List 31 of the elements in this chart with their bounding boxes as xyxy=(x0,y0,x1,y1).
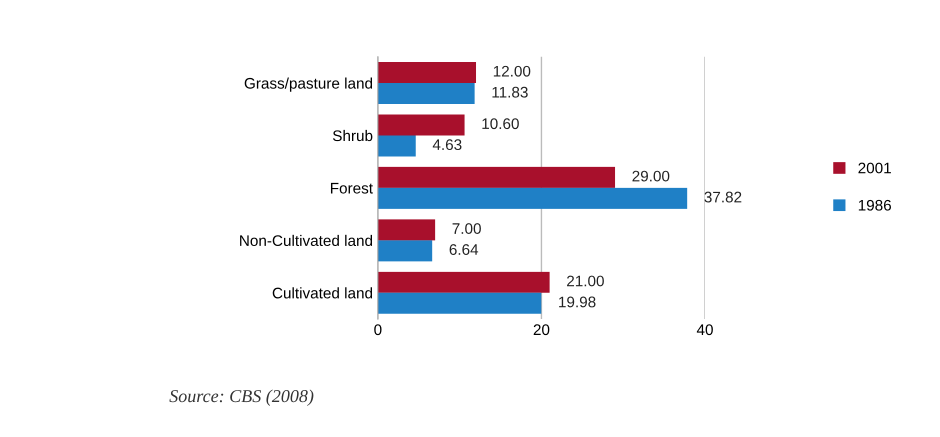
bar xyxy=(378,166,616,188)
bar xyxy=(378,240,432,262)
data-label: 12.00 xyxy=(494,66,530,77)
source-note: Source: CBS (2008) xyxy=(169,390,314,406)
data-label: 4.63 xyxy=(432,139,462,150)
data-label: 21.00 xyxy=(567,276,604,286)
x-tick-label: 20 xyxy=(534,324,550,336)
bar xyxy=(378,292,542,314)
bar xyxy=(378,83,475,104)
legend-label: 1986 xyxy=(858,200,891,211)
data-label: 37.82 xyxy=(704,192,742,202)
y-tick-label: Non-Cultivated land xyxy=(240,234,372,246)
x-tick-label: 40 xyxy=(696,324,713,336)
data-label: 10.60 xyxy=(482,118,519,130)
y-tick-label: Forest xyxy=(330,182,373,194)
legend-label: 2001 xyxy=(858,162,891,174)
y-tick-label: Shrub xyxy=(332,130,372,142)
data-label: 29.00 xyxy=(632,170,670,182)
data-label: 6.64 xyxy=(450,244,478,255)
x-tick-label: 0 xyxy=(374,324,382,336)
y-tick-label: Grass/pasture land xyxy=(244,77,372,92)
bar xyxy=(378,135,416,156)
bar xyxy=(378,219,436,240)
data-label: 19.98 xyxy=(559,296,596,308)
bar xyxy=(378,114,465,136)
data-label: 11.83 xyxy=(492,86,528,98)
bar xyxy=(378,188,688,209)
bar xyxy=(378,62,476,84)
y-tick-label: Cultivated land xyxy=(272,287,372,298)
data-label: 7.00 xyxy=(452,223,481,234)
bar xyxy=(378,272,550,293)
